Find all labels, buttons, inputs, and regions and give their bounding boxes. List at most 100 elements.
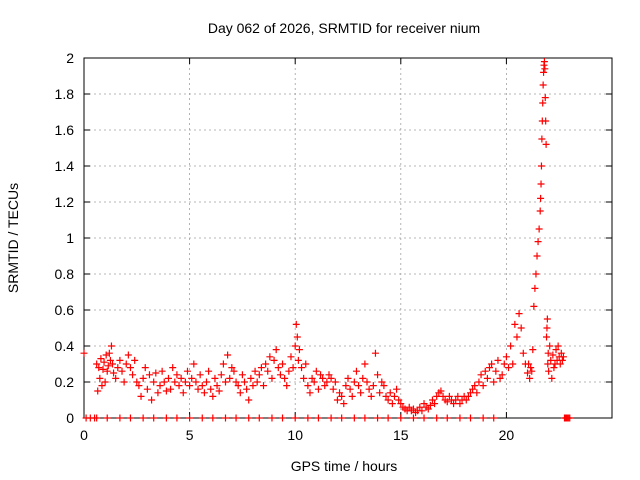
data-point bbox=[148, 396, 156, 404]
data-point bbox=[454, 392, 462, 400]
plot-frame bbox=[83, 57, 613, 419]
data-point bbox=[433, 414, 441, 422]
data-point bbox=[544, 349, 552, 357]
data-point bbox=[534, 238, 542, 246]
y-tick-label: 1.6 bbox=[55, 122, 75, 138]
data-point bbox=[101, 378, 109, 386]
data-point bbox=[527, 364, 535, 372]
data-point bbox=[281, 374, 289, 382]
data-point bbox=[557, 349, 565, 357]
data-point bbox=[338, 414, 346, 422]
data-point bbox=[528, 367, 536, 375]
data-point bbox=[355, 382, 363, 390]
data-point bbox=[270, 356, 278, 364]
data-point bbox=[321, 382, 329, 390]
data-point bbox=[150, 378, 158, 386]
data-point bbox=[526, 374, 534, 382]
data-point bbox=[291, 414, 299, 422]
data-point bbox=[268, 414, 276, 422]
data-point bbox=[205, 367, 213, 375]
data-point bbox=[107, 342, 115, 350]
data-point bbox=[141, 364, 149, 372]
data-point bbox=[183, 367, 191, 375]
y-tick-label: 0.2 bbox=[55, 374, 75, 390]
data-point bbox=[217, 371, 225, 379]
data-point bbox=[541, 65, 549, 73]
data-point bbox=[566, 414, 574, 422]
data-point bbox=[279, 360, 287, 368]
data-point bbox=[126, 414, 134, 422]
data-point bbox=[135, 382, 143, 390]
data-point bbox=[532, 270, 540, 278]
data-point bbox=[382, 392, 390, 400]
data-point bbox=[226, 374, 234, 382]
data-point bbox=[154, 389, 162, 397]
data-point bbox=[103, 367, 111, 375]
data-point bbox=[524, 369, 532, 377]
data-point bbox=[452, 396, 460, 404]
data-point bbox=[181, 378, 189, 386]
data-point bbox=[466, 414, 474, 422]
data-point bbox=[395, 396, 403, 404]
data-point bbox=[498, 371, 506, 379]
data-point bbox=[276, 371, 284, 379]
data-point bbox=[374, 371, 382, 379]
data-point bbox=[371, 349, 379, 357]
data-point bbox=[331, 378, 339, 386]
data-point bbox=[380, 382, 388, 390]
data-point bbox=[475, 378, 483, 386]
data-point bbox=[547, 356, 555, 364]
data-point bbox=[554, 342, 562, 350]
data-point bbox=[150, 414, 158, 422]
data-point bbox=[350, 414, 358, 422]
data-point bbox=[363, 378, 371, 386]
y-tick-label: 1.2 bbox=[55, 194, 75, 210]
y-axis-label: SRMTID / TECUs bbox=[5, 183, 21, 293]
data-point bbox=[533, 252, 541, 260]
data-point bbox=[424, 405, 432, 413]
data-point bbox=[219, 360, 227, 368]
data-point bbox=[162, 387, 170, 395]
data-point bbox=[213, 382, 221, 390]
x-tick-label: 15 bbox=[393, 427, 409, 443]
data-point bbox=[540, 68, 548, 76]
data-point bbox=[507, 342, 515, 350]
data-point bbox=[537, 194, 545, 202]
data-point bbox=[543, 333, 551, 341]
data-point bbox=[479, 414, 487, 422]
data-point bbox=[93, 414, 101, 422]
data-point bbox=[327, 414, 335, 422]
data-point bbox=[490, 378, 498, 386]
data-point bbox=[131, 356, 139, 364]
data-point bbox=[500, 360, 508, 368]
data-point bbox=[279, 414, 287, 422]
data-point bbox=[352, 367, 360, 375]
data-point bbox=[262, 360, 270, 368]
data-point bbox=[266, 353, 274, 361]
data-point bbox=[293, 333, 301, 341]
data-point bbox=[264, 367, 272, 375]
data-point bbox=[466, 389, 474, 397]
data-point bbox=[542, 117, 550, 125]
data-point bbox=[243, 385, 251, 393]
data-point bbox=[544, 360, 552, 368]
data-point bbox=[289, 364, 297, 372]
data-point bbox=[416, 403, 424, 411]
data-point bbox=[228, 364, 236, 372]
data-point bbox=[156, 382, 164, 390]
data-point bbox=[105, 349, 113, 357]
data-point bbox=[274, 364, 282, 372]
data-point bbox=[190, 360, 198, 368]
data-point bbox=[540, 58, 548, 66]
data-point bbox=[211, 374, 219, 382]
data-point bbox=[114, 364, 122, 372]
data-point bbox=[312, 367, 320, 375]
data-point bbox=[152, 369, 160, 377]
data-point bbox=[517, 324, 525, 332]
data-point bbox=[209, 392, 217, 400]
data-point bbox=[260, 382, 268, 390]
data-point bbox=[390, 392, 398, 400]
data-point bbox=[420, 414, 428, 422]
data-point bbox=[314, 385, 322, 393]
